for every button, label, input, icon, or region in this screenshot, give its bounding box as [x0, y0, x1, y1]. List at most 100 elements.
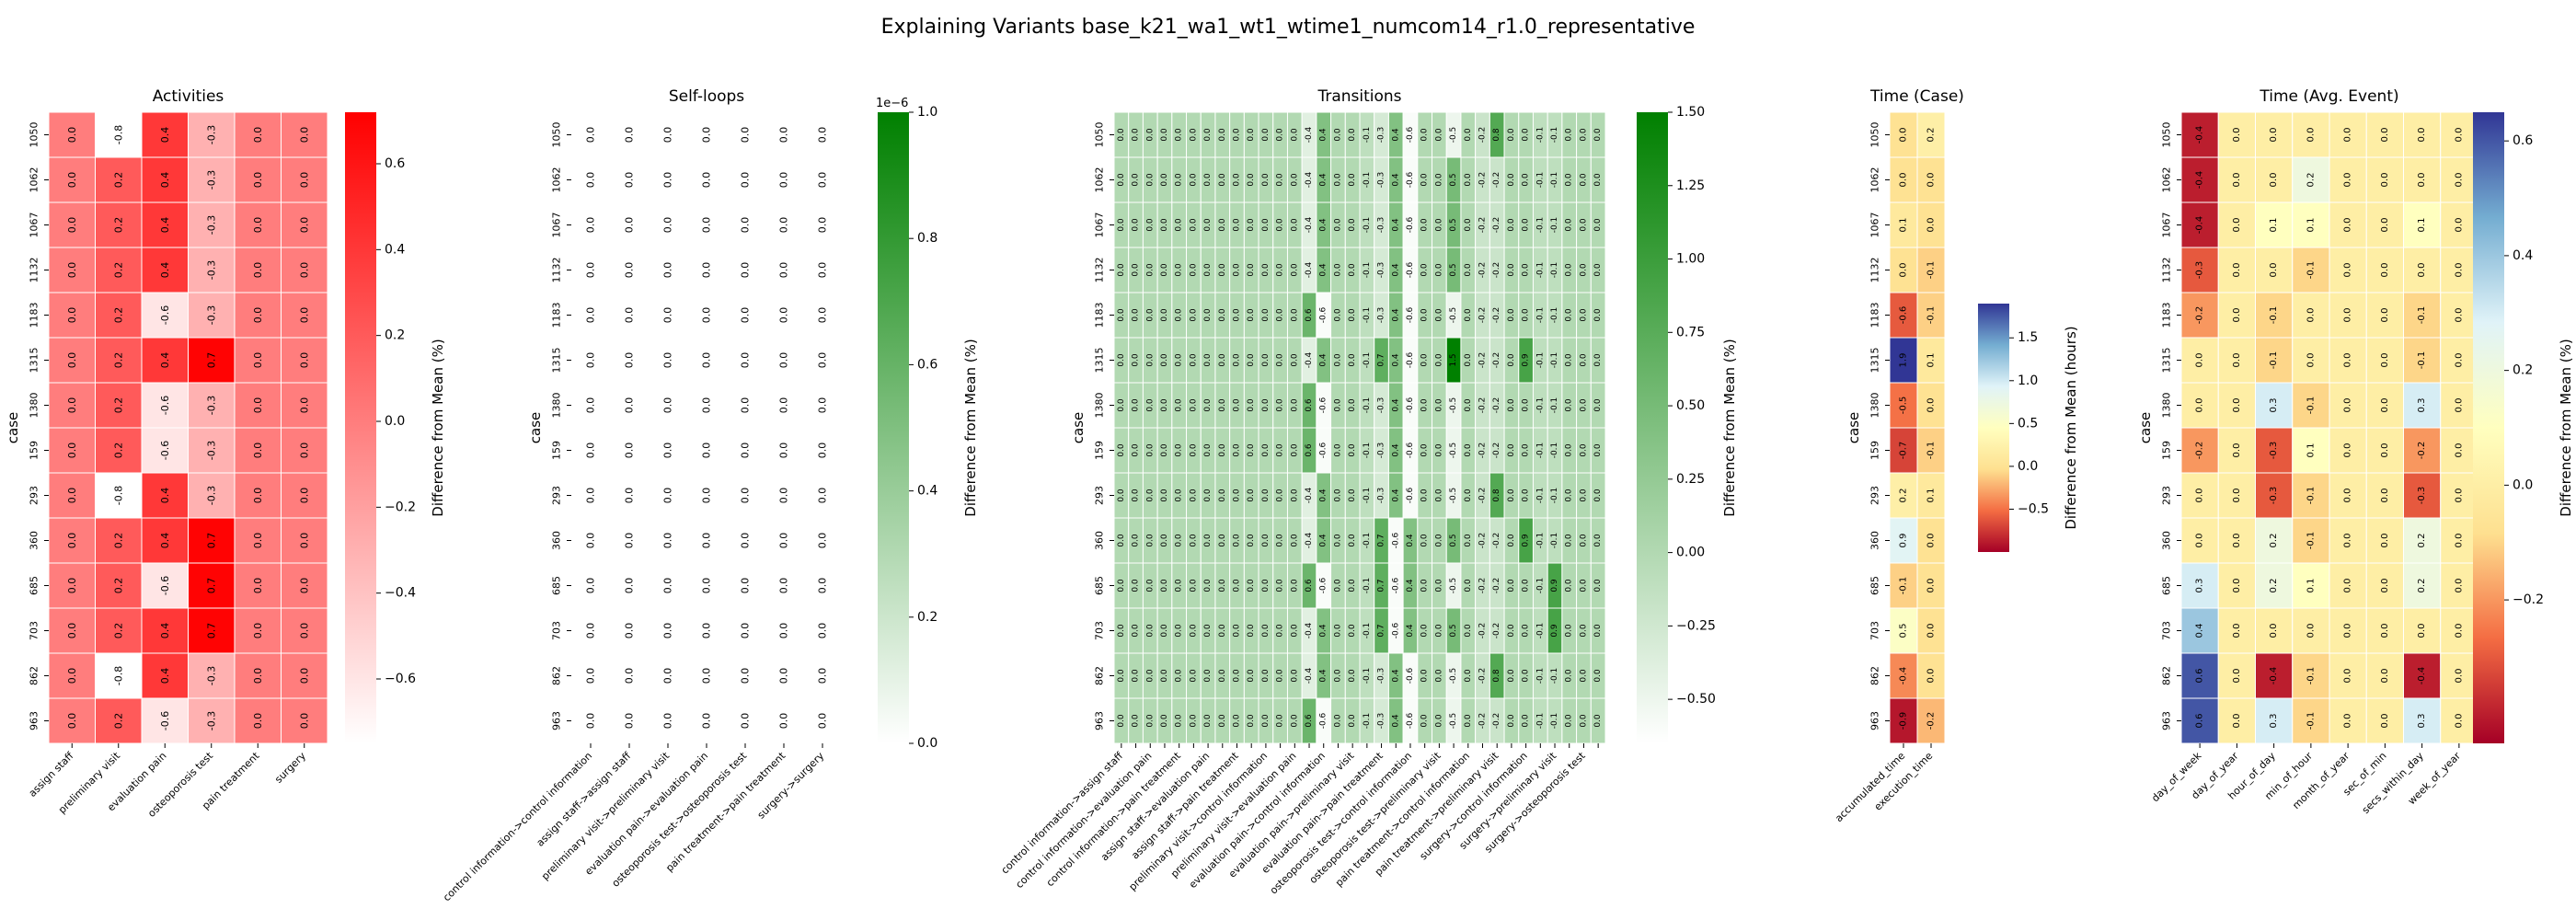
heatmap-cell — [570, 517, 611, 564]
cell-label: 0.0 — [1218, 398, 1227, 412]
heatmap-cell — [2180, 337, 2219, 384]
cell-label: 0.9 — [1522, 534, 1531, 547]
cell-label: 0.0 — [1899, 128, 1909, 143]
cell-label: 0.0 — [1132, 398, 1141, 412]
cell-label: 0.2 — [112, 172, 124, 189]
heatmap-cell — [48, 607, 96, 654]
cell-label: 0.0 — [817, 443, 829, 459]
cell-label: 0.0 — [1464, 398, 1473, 412]
cell-label: 0.0 — [1434, 443, 1443, 457]
cell-label: -0.1 — [1363, 668, 1372, 684]
cell-label: -0.2 — [1492, 623, 1501, 639]
cell-label: 0.0 — [662, 443, 674, 459]
cell-label: 0.0 — [1507, 489, 1516, 502]
cell-label: 0.0 — [1189, 624, 1198, 638]
cell-label: 0.7 — [205, 352, 217, 369]
cell-label: 0.0 — [1434, 714, 1443, 728]
cell-label: 0.4 — [1319, 353, 1328, 367]
x-tick-label: osteoporosis test->osteoporosis test — [610, 750, 750, 890]
heatmap-cell — [2329, 337, 2367, 384]
cell-label: 0.0 — [1926, 398, 1937, 413]
cell-label: 0.0 — [1175, 579, 1184, 592]
heatmap-cell — [141, 382, 189, 429]
heatmap-cell — [2440, 382, 2478, 429]
cell-label: -0.1 — [1535, 172, 1545, 189]
cell-label: 0.0 — [740, 127, 752, 144]
cell-label: 0.0 — [66, 397, 78, 414]
cell-label: -0.6 — [1319, 306, 1328, 323]
cell-label: 0.2 — [112, 217, 124, 234]
cell-label: -0.2 — [1478, 307, 1488, 324]
cell-label: 0.0 — [2417, 128, 2427, 143]
cell-label: 0.0 — [585, 307, 597, 324]
cell-label: 0.0 — [585, 488, 597, 504]
cell-label: 0.0 — [740, 713, 752, 730]
y-tick-label: 862 — [29, 666, 40, 685]
cell-label: -0.6 — [1319, 442, 1328, 458]
cell-label: -0.3 — [2269, 442, 2279, 460]
cell-label: 0.0 — [66, 713, 78, 730]
heatmap-cell — [2365, 292, 2404, 339]
colorbar-label: Difference from Mean (hours) — [2063, 326, 2079, 529]
cell-label: -0.3 — [1377, 262, 1386, 279]
cell-label: -0.3 — [2269, 487, 2279, 505]
cell-label: -0.5 — [1449, 713, 1458, 730]
heatmap-cell — [802, 382, 843, 429]
cell-label: 0.0 — [2232, 579, 2242, 593]
cell-label: 0.4 — [2195, 624, 2205, 638]
cell-label: -0.1 — [1363, 307, 1372, 324]
cell-label: 0.0 — [2454, 353, 2464, 368]
cell-label: -0.1 — [1535, 307, 1545, 324]
colorbar-tick-label: 0.6 — [385, 156, 405, 171]
heatmap-cell — [725, 292, 765, 339]
cell-label: 0.0 — [778, 217, 790, 234]
cell-label: 0.0 — [701, 352, 713, 369]
cell-label: 0.0 — [624, 713, 636, 730]
cell-label: -0.3 — [205, 441, 217, 460]
cell-label: 0.0 — [1132, 443, 1141, 457]
cell-label: 0.0 — [1117, 624, 1126, 638]
cell-label: 0.0 — [624, 668, 636, 684]
cell-label: 0.0 — [1507, 714, 1516, 728]
cell-label: 0.2 — [112, 533, 124, 549]
heatmap-cell — [2180, 156, 2219, 203]
cell-label: -0.1 — [1550, 352, 1559, 369]
cell-label: 0.0 — [298, 217, 310, 234]
heatmap-cell — [570, 247, 611, 293]
x-tick-label: surgery->surgery — [755, 750, 827, 822]
cell-label: 0.0 — [1160, 443, 1169, 457]
heatmap-cell — [281, 607, 328, 654]
cell-label: 0.0 — [701, 578, 713, 594]
heatmap-cell — [95, 472, 143, 519]
heatmap-cell — [95, 607, 143, 654]
cell-label: 0.7 — [205, 623, 217, 639]
cell-label: -0.2 — [1478, 533, 1488, 549]
y-tick-label: 1132 — [551, 258, 563, 283]
cell-label: 0.0 — [1203, 263, 1213, 277]
cell-label: 0.0 — [2380, 443, 2390, 458]
cell-label: -0.1 — [1926, 306, 1937, 325]
heatmap-cell — [570, 652, 611, 699]
cell-label: -0.4 — [1899, 667, 1909, 685]
heatmap-cell — [1889, 607, 1918, 654]
heatmap-cell — [802, 111, 843, 158]
y-tick-label: 1050 — [551, 122, 563, 148]
cell-label: 0.0 — [2232, 489, 2242, 503]
cell-label: 0.0 — [298, 578, 310, 594]
y-tick-label: 360 — [1869, 531, 1881, 550]
cell-label: 0.0 — [1926, 579, 1937, 593]
cell-label: 0.0 — [1434, 398, 1443, 412]
cell-label: 0.0 — [2454, 714, 2464, 729]
cell-label: 0.6 — [1305, 398, 1314, 412]
cell-label: 0.0 — [1579, 128, 1588, 142]
cell-label: 0.0 — [1160, 624, 1169, 638]
cell-label: 0.0 — [1348, 579, 1357, 592]
cell-label: 0.0 — [1333, 173, 1342, 187]
cell-label: 0.0 — [1593, 218, 1603, 232]
cell-label: 0.0 — [1145, 443, 1155, 457]
colorbar — [2473, 112, 2504, 743]
colorbar-offset-text: 1e−6 — [876, 97, 908, 110]
cell-label: 0.0 — [1464, 534, 1473, 547]
cell-label: 0.4 — [1391, 263, 1400, 277]
cell-label: 0.0 — [624, 127, 636, 144]
